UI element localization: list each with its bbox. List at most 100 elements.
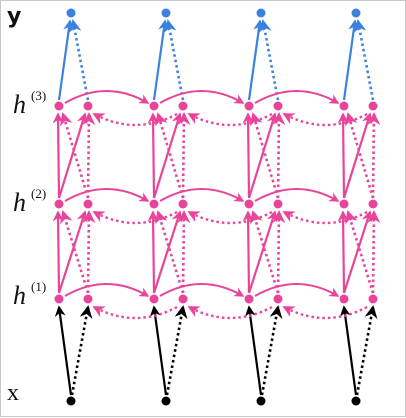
backward-to-backward-edge (177, 210, 191, 294)
hidden-backward-node (83, 101, 93, 111)
forward-recurrent-arc (64, 283, 150, 297)
input-to-backward-edge (70, 305, 93, 396)
forward-recurrent-arc (64, 188, 150, 202)
hidden-forward-node (244, 294, 254, 304)
input-node (351, 396, 361, 406)
forward-to-forward-edge (337, 210, 349, 294)
hidden-backward-node (368, 101, 378, 111)
input-to-backward-edge (355, 305, 378, 396)
forward-recurrent-arc (254, 188, 340, 202)
connection-edges (52, 19, 381, 396)
hidden-forward-node (54, 101, 64, 111)
backward-to-backward-edge (82, 210, 96, 294)
backward-to-forward-edge (250, 210, 280, 294)
output-node (66, 8, 76, 18)
forward-recurrent-arc (159, 90, 245, 104)
backward-recurrent-arc (92, 210, 178, 225)
hidden-label-superscript: (3) (31, 88, 46, 103)
hidden-forward-node (244, 199, 254, 209)
backward-to-output-edge (68, 19, 90, 101)
input-to-backward-edge (165, 305, 188, 396)
backward-to-forward-edge (249, 112, 280, 199)
hidden-layer-1-label: h (1) (13, 279, 46, 310)
backward-to-forward-edge (345, 210, 375, 294)
backward-recurrent-arc (282, 112, 368, 127)
forward-to-backward-edge (57, 112, 88, 199)
backward-recurrent-arc (92, 112, 178, 127)
backward-to-backward-edge (272, 210, 286, 294)
output-node (351, 8, 361, 18)
forward-to-backward-edge (152, 112, 183, 199)
hidden-forward-node (339, 199, 349, 209)
backward-to-backward-edge (272, 112, 286, 199)
forward-to-output-edge (247, 19, 265, 101)
backward-recurrent-arc (282, 305, 368, 320)
backward-recurrent-arc (92, 305, 178, 320)
forward-to-backward-edge (57, 210, 88, 294)
backward-to-backward-edge (367, 210, 381, 294)
hidden-backward-node (178, 101, 188, 111)
input-to-forward-edge (149, 305, 168, 396)
backward-to-forward-edge (60, 210, 90, 294)
forward-recurrent-arc (254, 90, 340, 104)
backward-to-output-edge (258, 19, 280, 101)
hidden-backward-node (178, 199, 188, 209)
forward-to-backward-edge (152, 210, 183, 294)
hidden-forward-node (339, 101, 349, 111)
hidden-forward-node (339, 294, 349, 304)
forward-to-forward-edge (147, 210, 159, 294)
backward-to-forward-edge (59, 112, 90, 199)
forward-to-forward-edge (147, 112, 159, 199)
hidden-backward-node (83, 294, 93, 304)
forward-to-forward-edge (52, 210, 64, 294)
input-to-forward-edge (244, 305, 263, 396)
backward-recurrent-arc (282, 210, 368, 225)
input-to-forward-edge (54, 305, 73, 396)
hidden-backward-node (273, 199, 283, 209)
backward-to-backward-edge (177, 112, 191, 199)
forward-to-backward-edge (247, 112, 278, 199)
hidden-forward-node (54, 294, 64, 304)
hidden-label-superscript: (1) (31, 279, 46, 294)
hidden-layer-3-label: h (3) (13, 88, 46, 119)
forward-to-output-edge (342, 19, 360, 101)
backward-to-forward-edge (344, 112, 375, 199)
input-node (66, 396, 76, 406)
hidden-backward-node (273, 101, 283, 111)
hidden-label-base: h (13, 188, 26, 217)
hidden-label-base: h (13, 90, 26, 119)
backward-to-backward-edge (82, 112, 96, 199)
hidden-label-superscript: (2) (31, 186, 46, 201)
forward-to-output-edge (152, 19, 170, 101)
hidden-forward-node (149, 101, 159, 111)
input-node (256, 396, 266, 406)
backward-to-forward-edge (154, 112, 185, 199)
output-node (256, 8, 266, 18)
hidden-backward-node (273, 294, 283, 304)
forward-to-forward-edge (242, 210, 254, 294)
backward-recurrent-arc (187, 112, 273, 127)
backward-to-backward-edge (367, 112, 381, 199)
input-to-forward-edge (339, 305, 358, 396)
output-label: y (7, 4, 21, 29)
input-node (161, 396, 171, 406)
forward-recurrent-arc (159, 283, 245, 297)
forward-to-forward-edge (337, 112, 349, 199)
hidden-backward-node (83, 199, 93, 209)
backward-to-output-edge (353, 19, 375, 101)
backward-to-output-edge (163, 19, 185, 101)
backward-recurrent-arc (187, 210, 273, 225)
hidden-forward-node (149, 199, 159, 209)
hidden-backward-node (368, 199, 378, 209)
forward-to-backward-edge (342, 210, 373, 294)
forward-to-forward-edge (242, 112, 254, 199)
input-label: x (7, 380, 19, 406)
forward-to-forward-edge (52, 112, 64, 199)
hidden-label-base: h (13, 281, 26, 310)
backward-to-forward-edge (155, 210, 185, 294)
forward-to-backward-edge (247, 210, 278, 294)
hidden-forward-node (149, 294, 159, 304)
hidden-backward-node (368, 294, 378, 304)
hidden-backward-node (178, 294, 188, 304)
